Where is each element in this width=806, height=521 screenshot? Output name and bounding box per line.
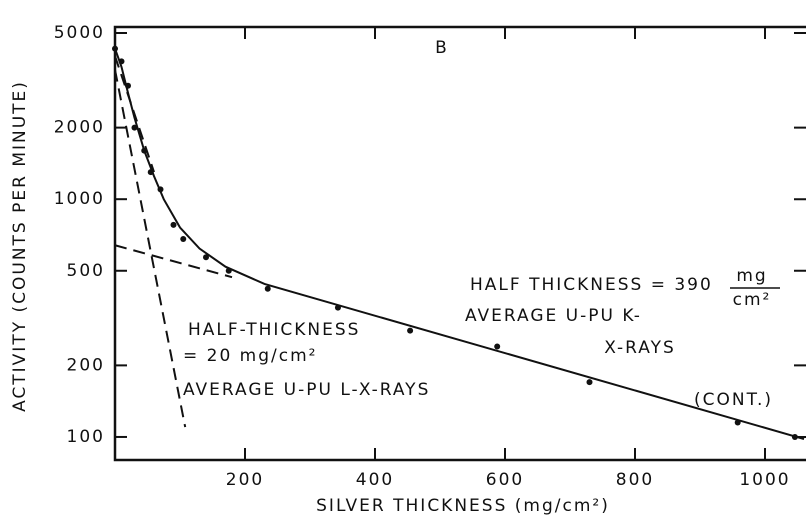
y-tick-label: 2000 bbox=[54, 118, 105, 138]
data-point bbox=[407, 327, 414, 334]
annotation: mg bbox=[736, 266, 767, 286]
y-tick-label: 5000 bbox=[54, 23, 105, 43]
annotation: (CONT.) bbox=[694, 390, 773, 410]
y-tick-label: 100 bbox=[67, 427, 105, 447]
annotation: X-RAYS bbox=[604, 338, 676, 358]
annotation: = 20 mg/cm² bbox=[183, 346, 317, 366]
annotation: HALF-THICKNESS bbox=[188, 320, 360, 340]
y-tick-label: 500 bbox=[67, 261, 105, 281]
annotation: HALF THICKNESS = 390 bbox=[470, 275, 713, 295]
annotation: AVERAGE U-PU L-X-RAYS bbox=[183, 380, 430, 400]
y-tick-label: 200 bbox=[67, 355, 105, 375]
plot-frame bbox=[113, 25, 806, 462]
dashed-line bbox=[114, 55, 155, 173]
y-tick-label: 1000 bbox=[54, 189, 105, 209]
annotation: B bbox=[435, 38, 449, 58]
x-tick-label: 800 bbox=[616, 470, 654, 490]
data-point bbox=[180, 236, 187, 243]
y-axis-label: ACTIVITY (COUNTS PER MINUTE) bbox=[10, 80, 30, 412]
dashed-line bbox=[114, 69, 187, 428]
data-point bbox=[170, 221, 177, 228]
data-point bbox=[586, 379, 593, 386]
data-point bbox=[264, 285, 271, 292]
data-point bbox=[203, 254, 209, 261]
fit-curve bbox=[114, 48, 805, 441]
annotation: cm² bbox=[733, 290, 772, 310]
x-tick-label: 400 bbox=[356, 470, 394, 490]
x-tick-label: 1000 bbox=[739, 470, 790, 490]
annotation: AVERAGE U-PU K- bbox=[465, 306, 642, 326]
dashed-line bbox=[114, 244, 233, 279]
x-tick-label: 600 bbox=[486, 470, 524, 490]
x-axis-label: SILVER THICKNESS (mg/cm²) bbox=[316, 496, 610, 516]
x-tick-label: 200 bbox=[226, 470, 264, 490]
data-point bbox=[494, 343, 501, 350]
